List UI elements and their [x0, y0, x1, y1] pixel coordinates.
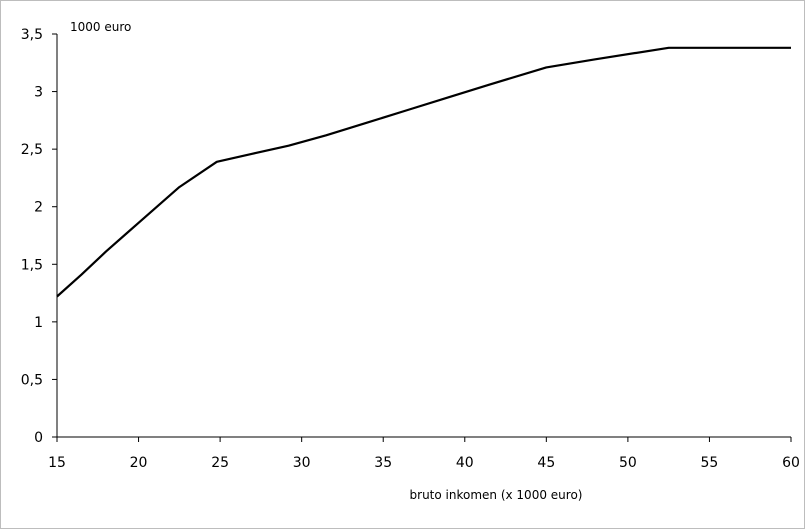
- y-tick-label: 1,5: [21, 257, 43, 273]
- x-axis-ticks: 15 20 25 30 35 40 45 50 55 60: [48, 437, 800, 471]
- x-tick-label: 45: [537, 455, 555, 471]
- x-axis-title: bruto inkomen (x 1000 euro): [410, 488, 583, 502]
- y-tick-label: 2,5: [21, 142, 43, 158]
- series-line: [56, 46, 791, 298]
- y-tick-label: 3,5: [21, 27, 43, 43]
- y-tick-label: 0,5: [21, 372, 43, 388]
- y-tick-label: 0: [34, 430, 43, 446]
- y-tick-label: 1: [34, 315, 43, 331]
- x-tick-label: 30: [293, 455, 311, 471]
- x-tick-label: 50: [619, 455, 637, 471]
- y-axis-ticks: 0 0,5 1 1,5 2 2,5 3 3,5: [21, 27, 57, 446]
- x-tick-label: 40: [456, 455, 474, 471]
- x-tick-label: 35: [374, 455, 392, 471]
- x-tick-label: 15: [48, 455, 66, 471]
- y-tick-label: 2: [34, 200, 43, 216]
- x-tick-label: 60: [782, 455, 800, 471]
- y-tick-label: 3: [34, 85, 43, 101]
- y-axis-title: 1000 euro: [70, 20, 131, 34]
- x-tick-label: 55: [701, 455, 719, 471]
- x-tick-label: 20: [130, 455, 148, 471]
- x-tick-label: 25: [211, 455, 229, 471]
